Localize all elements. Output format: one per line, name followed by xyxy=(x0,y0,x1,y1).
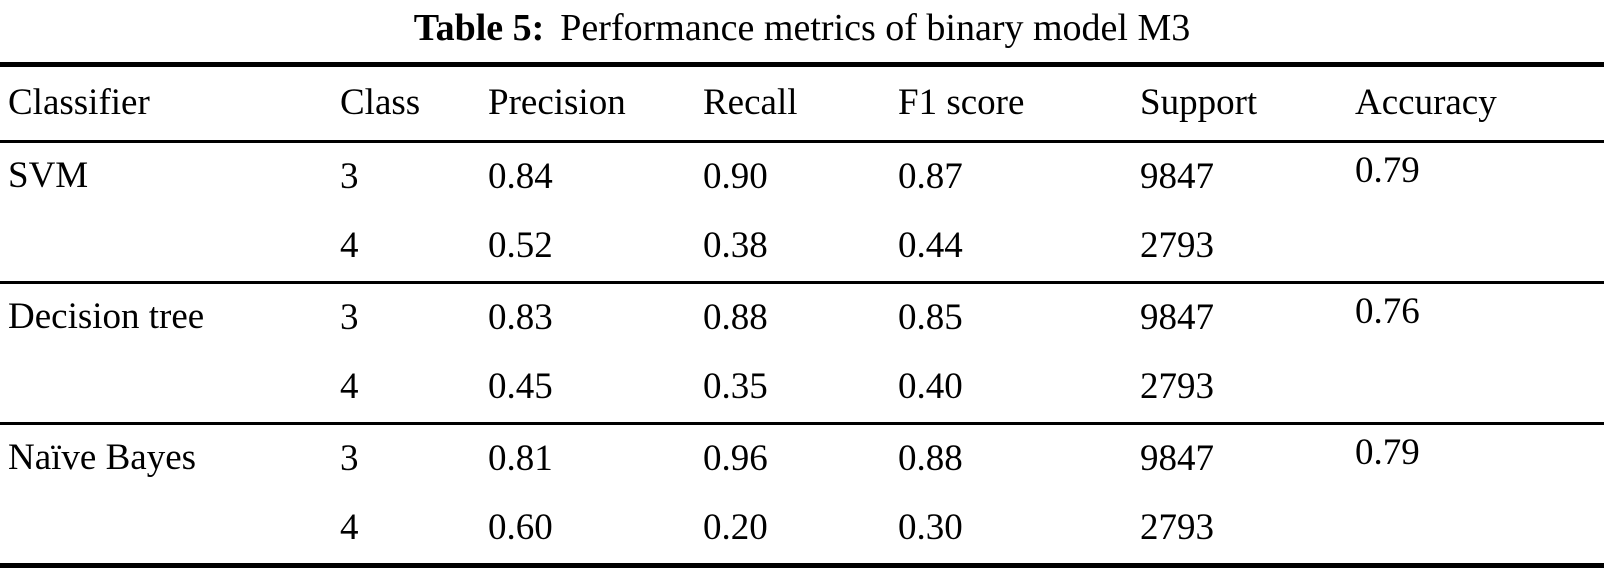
cell-classifier: SVM xyxy=(8,155,89,196)
table-row: 4 0.52 0.38 0.44 2793 xyxy=(0,212,1604,283)
cell-class: 3 xyxy=(340,156,359,198)
cell-recall: 0.20 xyxy=(703,507,768,549)
cell-f1-score: 0.30 xyxy=(898,507,963,549)
cell-accuracy: 0.76 xyxy=(1355,291,1420,332)
cell-recall: 0.35 xyxy=(703,366,768,408)
table-row: 4 0.45 0.35 0.40 2793 xyxy=(0,353,1604,424)
cell-classifier: Decision tree xyxy=(8,296,205,337)
classifier-group-svm: SVM 3 0.84 0.90 0.87 9847 0.79 4 0.52 0.… xyxy=(0,142,1604,283)
caption-text: Performance metrics of binary model M3 xyxy=(560,7,1191,49)
cell-precision: 0.81 xyxy=(488,438,553,480)
performance-metrics-table: Classifier Class Precision Recall F1 sco… xyxy=(0,62,1604,568)
column-header-precision: Precision xyxy=(488,82,626,124)
cell-class: 3 xyxy=(340,438,359,480)
cell-precision: 0.84 xyxy=(488,156,553,198)
cell-f1-score: 0.87 xyxy=(898,156,963,198)
column-header-support: Support xyxy=(1140,82,1258,124)
cell-class: 4 xyxy=(340,366,359,408)
table-caption: Table 5: Performance metrics of binary mo… xyxy=(0,0,1604,62)
cell-f1-score: 0.44 xyxy=(898,225,963,267)
cell-recall: 0.96 xyxy=(703,438,768,480)
column-header-accuracy: Accuracy xyxy=(1355,82,1497,124)
cell-precision: 0.83 xyxy=(488,297,553,339)
cell-class: 4 xyxy=(340,507,359,549)
column-header-classifier: Classifier xyxy=(8,82,150,124)
cell-accuracy: 0.79 xyxy=(1355,150,1420,191)
classifier-group-naive-bayes: Naïve Bayes 3 0.81 0.96 0.88 9847 0.79 4… xyxy=(0,423,1604,566)
cell-classifier: Naïve Bayes xyxy=(8,437,197,478)
cell-recall: 0.90 xyxy=(703,156,768,198)
cell-recall: 0.88 xyxy=(703,297,768,339)
cell-recall: 0.38 xyxy=(703,225,768,267)
cell-support: 2793 xyxy=(1140,366,1214,408)
cell-class: 4 xyxy=(340,225,359,267)
cell-f1-score: 0.88 xyxy=(898,438,963,480)
cell-support: 2793 xyxy=(1140,507,1214,549)
cell-precision: 0.45 xyxy=(488,366,553,408)
table-row: 4 0.60 0.20 0.30 2793 xyxy=(0,494,1604,566)
column-header-class: Class xyxy=(340,82,421,124)
column-header-f1-score: F1 score xyxy=(898,82,1025,124)
table-row: Decision tree 3 0.83 0.88 0.85 9847 0.76 xyxy=(0,283,1604,354)
cell-support: 9847 xyxy=(1140,156,1214,198)
table-row: Naïve Bayes 3 0.81 0.96 0.88 9847 0.79 xyxy=(0,424,1604,495)
caption-label: Table 5: xyxy=(413,7,545,49)
cell-support: 9847 xyxy=(1140,438,1214,480)
cell-support: 2793 xyxy=(1140,225,1214,267)
cell-class: 3 xyxy=(340,297,359,339)
classifier-group-decision-tree: Decision tree 3 0.83 0.88 0.85 9847 0.76… xyxy=(0,282,1604,424)
table-row: SVM 3 0.84 0.90 0.87 9847 0.79 xyxy=(0,142,1604,213)
cell-support: 9847 xyxy=(1140,297,1214,339)
cell-accuracy: 0.79 xyxy=(1355,432,1420,473)
header-row: Classifier Class Precision Recall F1 sco… xyxy=(0,65,1604,142)
column-header-recall: Recall xyxy=(703,82,798,124)
table-header: Classifier Class Precision Recall F1 sco… xyxy=(0,65,1604,142)
cell-f1-score: 0.40 xyxy=(898,366,963,408)
cell-precision: 0.52 xyxy=(488,225,553,267)
cell-f1-score: 0.85 xyxy=(898,297,963,339)
cell-precision: 0.60 xyxy=(488,507,553,549)
